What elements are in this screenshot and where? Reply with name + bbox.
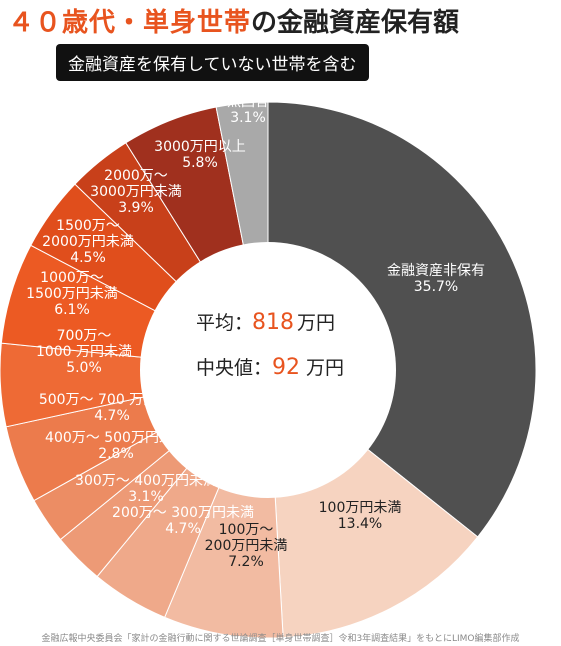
- slice-label-line: 3.1%: [128, 489, 164, 505]
- slice-label-line: 6.1%: [54, 302, 90, 318]
- median-value: 92: [272, 355, 300, 380]
- slice-label-6: 400万～ 500万円未満 2.8%: [45, 430, 187, 462]
- title-accent: ４０歳代・単身世帯: [8, 8, 252, 38]
- slice-label-line: 700万～: [57, 328, 112, 344]
- donut-hole: [140, 242, 396, 498]
- slice-label-5: 300万～ 400万円未満 3.1%: [75, 473, 217, 505]
- slice-label-3: 100万～ 200万円未満 7.2%: [205, 522, 288, 570]
- chart-title: ４０歳代・単身世帯の金融資産保有額: [0, 2, 561, 39]
- slice-label-line: 7.2%: [228, 554, 264, 570]
- slice-1: [267, 101, 537, 538]
- slice-label-line: 1500万円未満: [26, 286, 118, 302]
- slice-label-line: 4.7%: [165, 521, 201, 537]
- slice-label-line: 5.8%: [182, 155, 218, 171]
- slice-label-line: 4.7%: [94, 408, 130, 424]
- slice-label-2: 100万円未満 13.4%: [319, 500, 402, 532]
- slice-label-line: 3.1%: [230, 110, 266, 126]
- median-unit: 万円: [306, 357, 344, 379]
- slice-label-line: 200万円未満: [205, 538, 288, 554]
- slice-label-13: 無回答 3.1%: [227, 93, 269, 126]
- slice-label-line: 200万～ 300万円未満: [112, 505, 254, 521]
- slice-label-line: 無回答: [227, 93, 269, 110]
- slice-label-line: 500万～ 700 万円未満: [39, 392, 185, 408]
- slice-label-line: 400万～ 500万円未満: [45, 430, 187, 446]
- slice-label-line: 35.7%: [414, 279, 458, 295]
- slice-label-line: 3.9%: [118, 200, 154, 216]
- slice-label-line: 1000万～: [40, 270, 104, 286]
- title-main: の金融資産保有額: [251, 8, 460, 38]
- slice-label-line: 2000万円未満: [42, 234, 134, 250]
- average-value: 818: [252, 310, 294, 335]
- slice-label-line: 金融資産非保有: [387, 263, 485, 279]
- source-note: 金融広報中央委員会「家計の金融行動に関する世論調査［単身世帯調査］令和3年調査結…: [41, 634, 520, 644]
- slice-label-line: 100万～: [219, 522, 274, 538]
- slice-label-4: 200万～ 300万円未満 4.7%: [112, 505, 254, 537]
- slice-label-12: 3000万円以上 5.8%: [154, 139, 246, 171]
- slice-label-11: 2000万～ 3000万円未満 3.9%: [90, 168, 182, 216]
- slice-label-line: 2000万～: [104, 168, 168, 184]
- slice-label-7: 500万～ 700 万円未満 4.7%: [39, 392, 185, 424]
- slice-label-line: 13.4%: [338, 516, 382, 532]
- slice-label-line: 100万円未満: [319, 500, 402, 516]
- slice-label-line: 3000万円以上: [154, 139, 246, 155]
- slice-label-line: 1500万～: [56, 218, 120, 234]
- median-label: 中央値：: [196, 357, 272, 379]
- chart-subtitle: 金融資産を保有していない世帯を含む: [56, 44, 369, 81]
- slice-label-line: 5.0%: [66, 360, 102, 376]
- slice-label-8: 700万～ 1000 万円未満 5.0%: [36, 328, 132, 376]
- average-unit: 万円: [297, 312, 335, 334]
- slice-label-10: 1500万～ 2000万円未満 4.5%: [42, 218, 134, 266]
- slice-label-line: 3000万円未満: [90, 184, 182, 200]
- slice-label-9: 1000万～ 1500万円未満 6.1%: [26, 270, 118, 318]
- slice-label-1: 金融資産非保有 35.7%: [387, 263, 485, 295]
- label-group: 金融資産非保有 35.7% 100万円未満 13.4% 100万～ 200万円未満 7.2%…: [26, 93, 485, 570]
- slice-label-line: 300万～ 400万円未満: [75, 473, 217, 489]
- slice-label-line: 4.5%: [70, 250, 106, 266]
- average-label: 平均：: [196, 312, 253, 334]
- slice-label-line: 2.8%: [98, 446, 134, 462]
- slice-label-line: 1000 万円未満: [36, 344, 132, 360]
